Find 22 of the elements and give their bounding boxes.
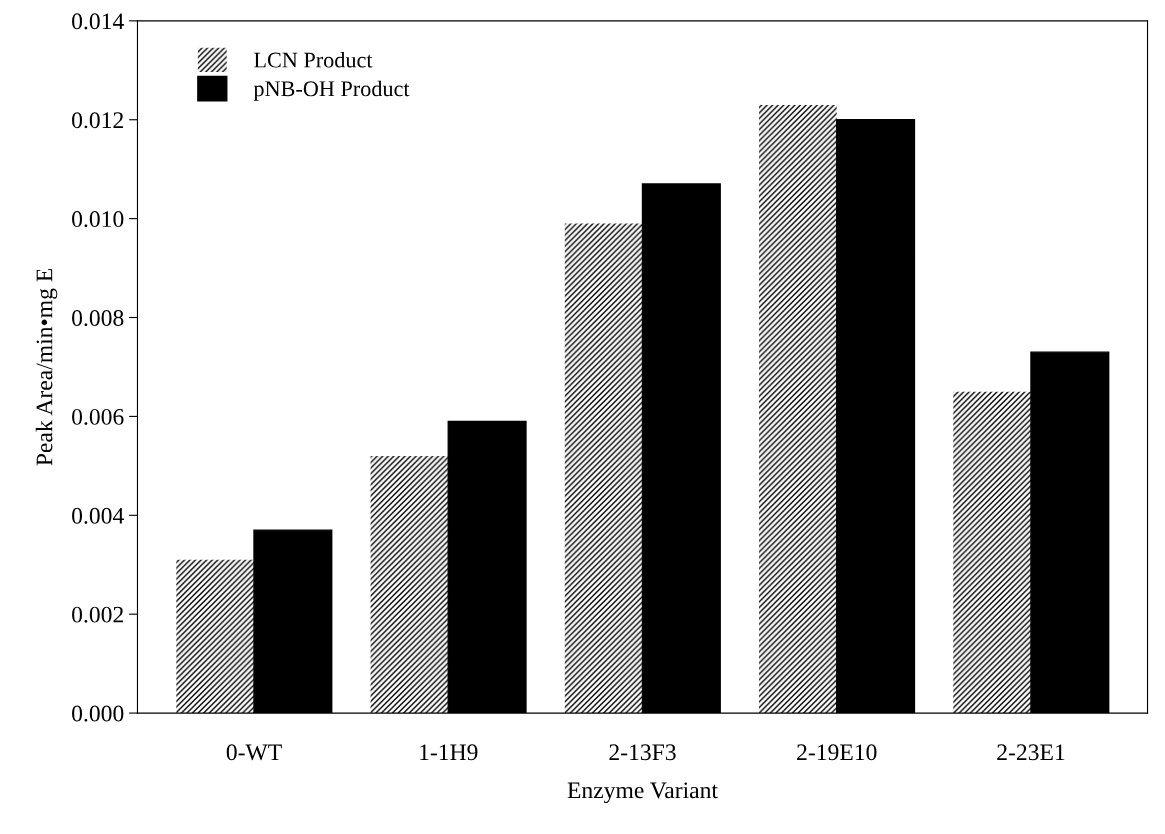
bar	[564, 223, 643, 714]
bar	[370, 455, 449, 714]
x-axis-title: Enzyme Variant	[567, 782, 718, 804]
y-tick-label: 0.010	[72, 211, 124, 228]
y-axis-title: Peak Area/min•mg E	[35, 268, 58, 466]
x-tick-label: 0-WT	[226, 744, 282, 761]
x-tick-label: 2-13F3	[609, 744, 676, 761]
y-tick-label: 0.008	[72, 310, 124, 327]
legend-label: pNB-OH Product	[253, 80, 410, 101]
bar	[176, 559, 255, 714]
bar	[759, 104, 837, 714]
y-tick-label: 0.002	[72, 606, 123, 623]
y-tick-label: 0.006	[72, 408, 124, 425]
y-tick-label: 0.012	[72, 112, 123, 129]
y-tick-label: 0.000	[72, 705, 124, 722]
y-tick-label: 0.014	[72, 13, 124, 30]
x-tick-label: 2-23E1	[997, 744, 1065, 761]
x-tick-label: 2-19E10	[797, 744, 877, 761]
x-tick-label: 1-1H9	[420, 744, 478, 761]
y-tick-label: 0.004	[72, 507, 124, 524]
bar	[953, 391, 1031, 714]
legend-label: LCN Product	[254, 51, 373, 68]
